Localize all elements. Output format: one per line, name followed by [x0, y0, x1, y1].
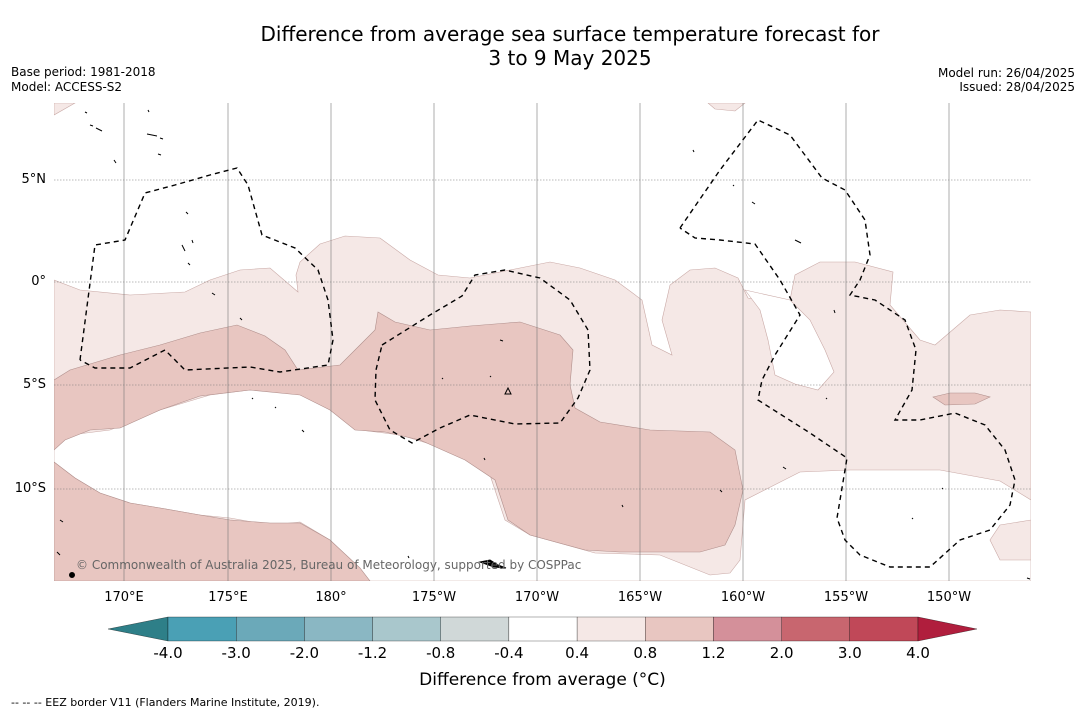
anomaly-light-region-top — [54, 103, 746, 116]
map-area — [54, 103, 1031, 581]
longitude-label: 170°E — [104, 590, 144, 605]
gridlines — [54, 103, 1031, 581]
eez-border-central — [374, 269, 591, 444]
colorbar-tick-label: -2.0 — [289, 644, 319, 662]
colorbar-tick-label: -4.0 — [153, 644, 183, 662]
colorbar-tick-label: -1.2 — [357, 644, 388, 662]
colorbar-tick-label: 1.2 — [701, 644, 726, 662]
anomaly-medium-south — [54, 461, 371, 581]
neutral-region-east — [744, 289, 835, 391]
model-info: Base period: 1981-2018 Model: ACCESS-S2 — [11, 65, 156, 95]
colorbar-segment — [781, 616, 850, 642]
model-run-date: Model run: 26/04/2025 — [937, 66, 1075, 80]
eez-footnote: -- -- -- EEZ border V11 (Flanders Marine… — [11, 696, 320, 709]
colorbar-tick-label: -3.0 — [221, 644, 251, 662]
colorbar-tick-label: 2.0 — [769, 644, 794, 662]
colorbar-segment — [167, 616, 237, 642]
run-info: Model run: 26/04/2025 Issued: 28/04/2025 — [938, 66, 1075, 94]
colorbar-segment — [576, 616, 646, 642]
colorbar-tick-label: 4.0 — [906, 644, 930, 662]
model-name: Model: ACCESS-S2 — [11, 80, 123, 94]
longitude-label: 175°E — [208, 590, 248, 605]
colorbar — [107, 616, 978, 642]
latitude-label: 10°S — [14, 481, 46, 496]
colorbar-tick-label: -0.8 — [426, 644, 456, 662]
colorbar-title: Difference from average (°C) — [419, 670, 666, 690]
colorbar-segment — [508, 616, 578, 642]
base-period: Base period: 1981-2018 — [11, 65, 156, 79]
longitude-label: 180° — [315, 590, 347, 605]
latitude-label: 5°N — [21, 172, 47, 187]
longitude-label: 165°W — [617, 590, 663, 605]
anomaly-medium-patch — [932, 392, 991, 406]
issued-date: Issued: 28/04/2025 — [959, 80, 1075, 94]
title-line-2: 3 to 9 May 2025 — [488, 46, 652, 70]
anomaly-medium-band — [54, 311, 744, 553]
colorbar-tick-label: 0.4 — [565, 644, 590, 662]
eez-borders — [79, 119, 1016, 568]
colorbar-tick-label: 0.8 — [633, 644, 658, 662]
chart-title: Difference from average sea surface temp… — [0, 22, 1085, 70]
longitude-label: 160°W — [720, 590, 766, 605]
title-line-1: Difference from average sea surface temp… — [260, 22, 880, 46]
eez-border-west — [79, 167, 334, 373]
colorbar-extend-low — [107, 616, 169, 642]
longitude-label: 150°W — [926, 590, 972, 605]
colorbar-segment — [713, 616, 782, 642]
latitude-label: 0° — [31, 274, 46, 289]
colorbar-segment — [645, 616, 714, 642]
colorbar-tick-label: 3.0 — [837, 644, 862, 662]
colorbar-tick-label: -0.4 — [494, 644, 524, 662]
latitude-label: 5°S — [22, 377, 46, 392]
colorbar-segment — [236, 616, 305, 642]
longitude-label: 175°W — [411, 590, 457, 605]
longitude-label: 155°W — [823, 590, 869, 605]
copyright-notice: © Commonwealth of Australia 2025, Bureau… — [76, 558, 582, 572]
colorbar-extend-high — [917, 616, 978, 642]
islands — [56, 109, 1031, 580]
colorbar-segment — [849, 616, 919, 642]
colorbar-segment — [304, 616, 373, 642]
colorbar-segment — [440, 616, 510, 642]
colorbar-segment — [372, 616, 441, 642]
longitude-label: 170°W — [514, 590, 560, 605]
